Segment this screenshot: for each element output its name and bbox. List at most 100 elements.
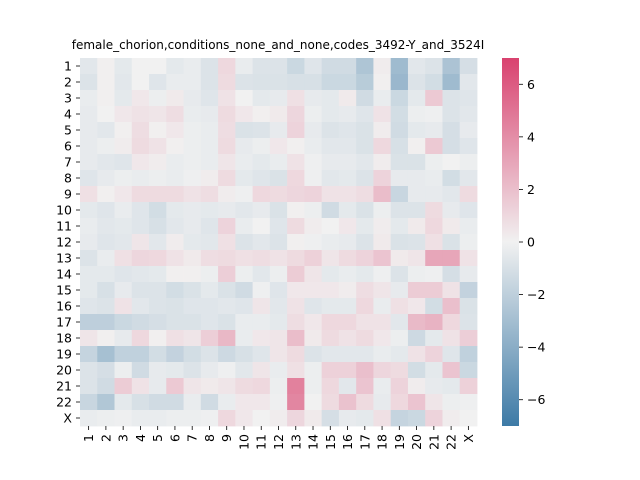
heatmap-cell xyxy=(338,138,357,155)
heatmap-cell xyxy=(321,90,340,107)
heatmap-cell xyxy=(321,394,340,411)
col-tick-label: 9 xyxy=(219,434,234,442)
heatmap-cell xyxy=(425,378,443,395)
heatmap-cell xyxy=(321,346,340,363)
heatmap-cell xyxy=(166,58,184,75)
heatmap-cell xyxy=(407,378,426,395)
heatmap-cell xyxy=(407,250,426,267)
heatmap-cell xyxy=(97,122,115,139)
heatmap-cell xyxy=(425,362,443,379)
heatmap-cell xyxy=(373,74,392,91)
heatmap-cell xyxy=(200,314,219,331)
heatmap-cell xyxy=(252,170,271,187)
heatmap-cell xyxy=(183,186,202,203)
heatmap-cell xyxy=(131,170,150,187)
heatmap-cell xyxy=(321,154,340,171)
heatmap-cell xyxy=(149,314,167,331)
heatmap-cell xyxy=(235,282,254,299)
heatmap-cell xyxy=(131,106,150,123)
heatmap-cell xyxy=(218,218,236,235)
heatmap-cell xyxy=(149,378,167,395)
heatmap-cell xyxy=(235,346,254,363)
heatmap-cell xyxy=(80,394,98,411)
heatmap-cell xyxy=(131,74,150,91)
heatmap-cell xyxy=(200,58,219,75)
heatmap-cell xyxy=(373,250,392,267)
heatmap-cell xyxy=(407,202,426,219)
heatmap-cell xyxy=(338,410,357,427)
heatmap-cell xyxy=(252,90,271,107)
heatmap-cell xyxy=(183,90,202,107)
heatmap-cell xyxy=(252,138,271,155)
heatmap-cell xyxy=(459,122,478,139)
col-tick-label: X xyxy=(461,434,476,443)
heatmap-cell xyxy=(166,410,184,427)
heatmap-cell xyxy=(149,186,167,203)
heatmap-cell xyxy=(356,266,374,283)
heatmap-cell xyxy=(459,314,478,331)
heatmap-cell xyxy=(218,410,236,427)
heatmap-cell xyxy=(442,154,461,171)
heatmap-cell xyxy=(114,106,133,123)
heatmap-cell xyxy=(407,170,426,187)
heatmap-cell xyxy=(97,58,115,75)
heatmap-cell xyxy=(338,266,357,283)
heatmap-cell xyxy=(97,266,115,283)
heatmap-cell xyxy=(338,250,357,267)
col-tick-labels: 1 2 3 4 5 6 7 8 9 10 11 12 13 14 15 16 17 18 19 20 21 22 X xyxy=(81,426,476,450)
heatmap-cell xyxy=(131,410,150,427)
heatmap-cell xyxy=(200,90,219,107)
heatmap-cell xyxy=(304,122,323,139)
row-tick-label: 15 xyxy=(56,283,72,298)
heatmap-cell xyxy=(338,234,357,251)
heatmap-cell xyxy=(425,106,443,123)
heatmap-cell xyxy=(287,106,305,123)
heatmap-cell xyxy=(356,74,374,91)
heatmap-cell xyxy=(252,122,271,139)
heatmap-cell xyxy=(459,234,478,251)
heatmap-cell xyxy=(338,394,357,411)
heatmap-cell xyxy=(235,74,254,91)
heatmap-cell xyxy=(114,58,133,75)
heatmap-cell xyxy=(131,362,150,379)
heatmap-cell xyxy=(80,186,98,203)
heatmap-cell xyxy=(373,378,392,395)
heatmap-cell xyxy=(390,330,409,347)
heatmap-cell xyxy=(269,282,288,299)
heatmap-cell xyxy=(252,186,271,203)
heatmap-cell xyxy=(407,234,426,251)
heatmap-cell xyxy=(252,202,271,219)
col-tick-label: 14 xyxy=(306,434,321,450)
col-tick-label: 17 xyxy=(357,434,372,450)
heatmap-cell xyxy=(235,234,254,251)
heatmap-cell xyxy=(356,202,374,219)
heatmap-cell xyxy=(269,202,288,219)
heatmap-cell xyxy=(149,122,167,139)
heatmap-cell xyxy=(97,202,115,219)
heatmap-cell xyxy=(114,410,133,427)
heatmap-cell xyxy=(407,74,426,91)
heatmap-cell xyxy=(114,234,133,251)
heatmap-cell xyxy=(390,282,409,299)
heatmap-cell xyxy=(200,234,219,251)
heatmap-cell xyxy=(373,298,392,315)
heatmap-cell xyxy=(269,138,288,155)
heatmap-cell xyxy=(114,218,133,235)
heatmap-cell xyxy=(321,106,340,123)
heatmap-cell xyxy=(407,218,426,235)
heatmap-cell xyxy=(97,346,115,363)
heatmap-cell xyxy=(166,378,184,395)
heatmap-cell xyxy=(114,170,133,187)
heatmap-cell xyxy=(304,346,323,363)
heatmap-cell xyxy=(166,218,184,235)
heatmap-cell xyxy=(252,394,271,411)
heatmap-cell xyxy=(80,282,98,299)
heatmap-cell xyxy=(218,266,236,283)
heatmap-cell xyxy=(356,154,374,171)
heatmap-cell xyxy=(287,250,305,267)
colorbar xyxy=(502,58,519,426)
heatmap-cell xyxy=(200,202,219,219)
col-tick-label: 19 xyxy=(392,434,407,450)
colorbar-tick-label: 6 xyxy=(527,77,535,92)
heatmap-cell xyxy=(252,282,271,299)
